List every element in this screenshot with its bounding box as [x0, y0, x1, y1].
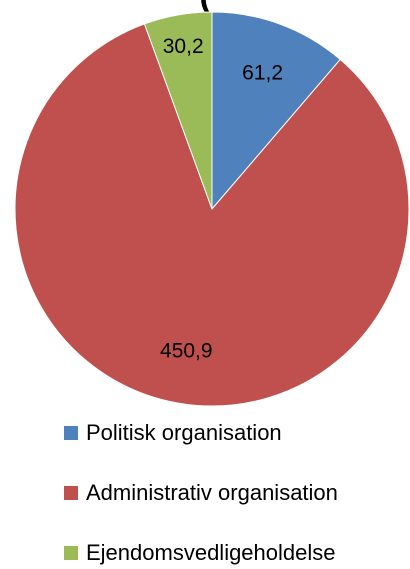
pie-chart: 61,2 450,9 30,2	[14, 11, 410, 407]
data-label-administrativ: 450,9	[160, 339, 213, 362]
legend-item-politisk: Politisk organisation	[64, 417, 282, 449]
legend-item-administrativ: Administrativ organisation	[64, 477, 338, 509]
data-label-politisk: 61,2	[242, 61, 283, 84]
pie-slice-ejendom	[143, 11, 213, 210]
chart-title: (	[0, 0, 410, 13]
pie-slice-administrativ	[14, 23, 410, 407]
legend-item-ejendom: Ejendomsvedligeholdelse	[64, 537, 336, 569]
legend-label-politisk: Politisk organisation	[86, 420, 282, 445]
pie-slice-politisk	[211, 11, 341, 211]
legend-label-ejendom: Ejendomsvedligeholdelse	[86, 540, 336, 565]
legend-swatch-ejendom	[64, 546, 78, 560]
legend-swatch-administrativ	[64, 486, 78, 500]
legend-label-administrativ: Administrativ organisation	[86, 480, 338, 505]
data-label-ejendom: 30,2	[163, 35, 204, 58]
legend-swatch-politisk	[64, 426, 78, 440]
